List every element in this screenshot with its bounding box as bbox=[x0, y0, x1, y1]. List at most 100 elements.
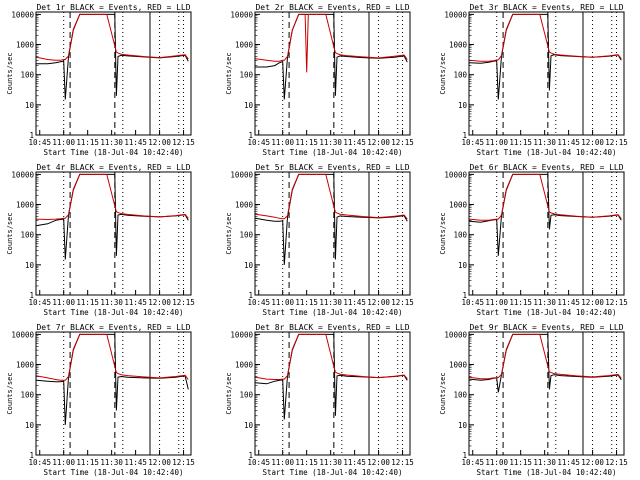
x-tick-label: 11:15 bbox=[509, 138, 532, 147]
panel-title: Det 1r BLACK = Events, RED = LLD bbox=[36, 3, 190, 12]
y-tick-label: 10000 bbox=[444, 10, 467, 19]
x-tick-label: 11:00 bbox=[485, 138, 508, 147]
panel-title: Det 5r BLACK = Events, RED = LLD bbox=[255, 163, 409, 172]
x-tick-label: 12:15 bbox=[172, 298, 195, 307]
x-tick-label: 11:15 bbox=[509, 458, 532, 467]
y-tick-label: 1000 bbox=[16, 361, 35, 370]
x-tick-label: 11:45 bbox=[557, 138, 580, 147]
y-tick-label: 10 bbox=[25, 101, 35, 110]
lld-series-line bbox=[469, 333, 622, 380]
y-tick-label: 100 bbox=[239, 71, 253, 80]
y-tick-label: 10000 bbox=[444, 330, 467, 339]
x-tick-label: 12:00 bbox=[148, 138, 171, 147]
plot-frame bbox=[468, 331, 625, 456]
x-axis-label: Start Time (18-Jul-04 10:42:40) bbox=[263, 148, 403, 157]
lld-series-line bbox=[36, 173, 189, 221]
x-tick-label: 11:30 bbox=[533, 298, 556, 307]
plot-frame bbox=[35, 171, 192, 296]
x-tick-label: 11:45 bbox=[557, 458, 580, 467]
y-tick-label: 1 bbox=[462, 131, 467, 140]
x-tick-label: 11:15 bbox=[295, 138, 318, 147]
y-tick-label: 10000 bbox=[11, 10, 34, 19]
plot-frame bbox=[254, 11, 411, 136]
y-axis-label: Counts/sec bbox=[225, 372, 233, 414]
lld-series-line bbox=[255, 13, 408, 73]
y-tick-label: 10000 bbox=[11, 170, 34, 179]
panel-title: Det 7r BLACK = Events, RED = LLD bbox=[36, 323, 190, 332]
x-tick-label: 11:45 bbox=[343, 298, 366, 307]
y-axis-label: Counts/sec bbox=[439, 372, 447, 414]
x-tick-label: 12:00 bbox=[367, 458, 390, 467]
x-tick-label: 10:45 bbox=[247, 298, 270, 307]
det-3r-panel: 1 10 100 1000 10000 10:45 11:00 11:15 11:30 11:45… bbox=[439, 3, 628, 157]
y-tick-label: 10 bbox=[244, 421, 254, 430]
x-axis-label: Start Time (18-Jul-04 10:42:40) bbox=[44, 148, 184, 157]
y-tick-label: 100 bbox=[20, 71, 34, 80]
x-tick-label: 11:30 bbox=[100, 458, 123, 467]
plot-frame bbox=[254, 171, 411, 296]
x-tick-label: 11:45 bbox=[124, 138, 147, 147]
det-1r-panel: 1 10 100 1000 10000 10:45 11:00 11:15 11:30 11:45… bbox=[6, 3, 195, 157]
x-tick-label: 11:45 bbox=[557, 298, 580, 307]
x-axis-label: Start Time (18-Jul-04 10:42:40) bbox=[477, 148, 617, 157]
y-tick-label: 10 bbox=[458, 261, 468, 270]
y-axis-label: Counts/sec bbox=[439, 212, 447, 254]
y-tick-label: 10 bbox=[244, 261, 254, 270]
x-tick-label: 11:45 bbox=[343, 458, 366, 467]
x-tick-label: 10:45 bbox=[28, 138, 51, 147]
x-axis-label: Start Time (18-Jul-04 10:42:40) bbox=[263, 468, 403, 477]
lld-series-line bbox=[255, 173, 408, 220]
y-tick-label: 10000 bbox=[230, 170, 253, 179]
x-tick-label: 11:00 bbox=[485, 458, 508, 467]
panel-title: Det 3r BLACK = Events, RED = LLD bbox=[469, 3, 623, 12]
det-4r-panel: 1 10 100 1000 10000 10:45 11:00 11:15 11:30 11:45… bbox=[6, 163, 195, 317]
y-axis-label: Counts/sec bbox=[6, 212, 14, 254]
lld-series-line bbox=[36, 333, 189, 381]
x-tick-label: 12:15 bbox=[172, 458, 195, 467]
y-tick-label: 1000 bbox=[16, 41, 35, 50]
x-tick-label: 11:30 bbox=[319, 298, 342, 307]
x-tick-label: 12:15 bbox=[391, 458, 414, 467]
y-axis-label: Counts/sec bbox=[225, 212, 233, 254]
x-tick-label: 12:15 bbox=[391, 298, 414, 307]
y-tick-label: 1000 bbox=[235, 361, 254, 370]
lld-series-line bbox=[469, 173, 622, 221]
x-tick-label: 10:45 bbox=[247, 458, 270, 467]
x-tick-label: 12:15 bbox=[605, 458, 628, 467]
x-tick-label: 12:00 bbox=[148, 298, 171, 307]
lld-series-line bbox=[36, 13, 189, 61]
x-axis-label: Start Time (18-Jul-04 10:42:40) bbox=[263, 308, 403, 317]
y-tick-label: 10000 bbox=[11, 330, 34, 339]
y-tick-label: 100 bbox=[239, 231, 253, 240]
x-tick-label: 10:45 bbox=[28, 298, 51, 307]
plot-frame bbox=[468, 11, 625, 136]
x-tick-label: 11:15 bbox=[295, 298, 318, 307]
x-tick-label: 12:00 bbox=[367, 138, 390, 147]
x-tick-label: 11:00 bbox=[271, 458, 294, 467]
plot-frame bbox=[468, 171, 625, 296]
y-tick-label: 1000 bbox=[449, 201, 468, 210]
y-axis-label: Counts/sec bbox=[439, 52, 447, 94]
x-tick-label: 11:15 bbox=[76, 458, 99, 467]
y-axis-label: Counts/sec bbox=[6, 372, 14, 414]
x-axis-label: Start Time (18-Jul-04 10:42:40) bbox=[44, 468, 184, 477]
x-tick-label: 10:45 bbox=[461, 458, 484, 467]
x-tick-label: 10:45 bbox=[247, 138, 270, 147]
x-tick-label: 10:45 bbox=[28, 458, 51, 467]
y-tick-label: 1 bbox=[29, 291, 34, 300]
y-tick-label: 1 bbox=[462, 451, 467, 460]
panel-title: Det 2r BLACK = Events, RED = LLD bbox=[255, 3, 409, 12]
y-tick-label: 100 bbox=[453, 71, 467, 80]
x-tick-label: 11:30 bbox=[100, 138, 123, 147]
x-tick-label: 11:30 bbox=[533, 458, 556, 467]
panel-title: Det 6r BLACK = Events, RED = LLD bbox=[469, 163, 623, 172]
x-tick-label: 11:00 bbox=[271, 298, 294, 307]
x-tick-label: 12:15 bbox=[172, 138, 195, 147]
x-tick-label: 11:15 bbox=[76, 298, 99, 307]
panel-title: Det 9r BLACK = Events, RED = LLD bbox=[469, 323, 623, 332]
events-series-line bbox=[469, 173, 622, 256]
x-tick-label: 11:00 bbox=[52, 458, 75, 467]
x-tick-label: 12:15 bbox=[605, 138, 628, 147]
y-tick-label: 10 bbox=[458, 101, 468, 110]
